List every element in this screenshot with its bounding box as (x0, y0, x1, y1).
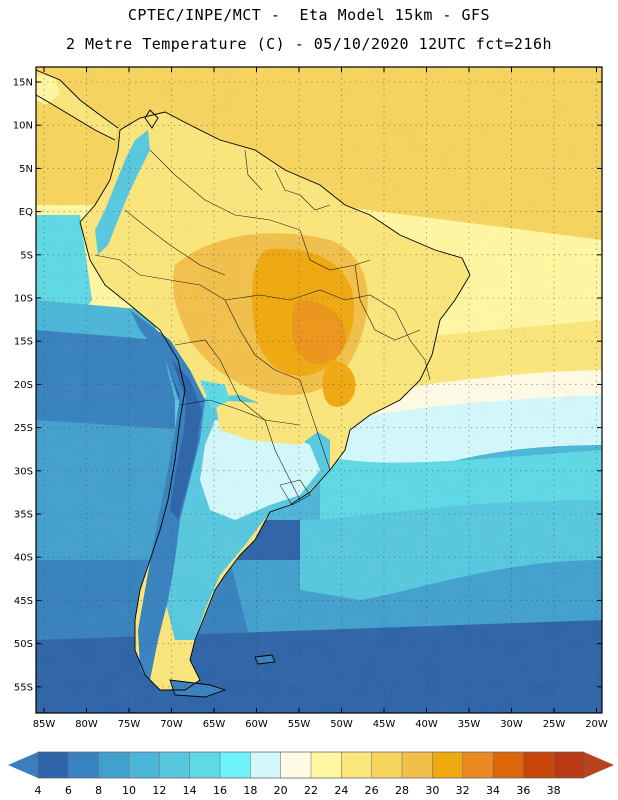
lat-tick-label: EQ (19, 207, 33, 218)
lon-tick-label: 30W (500, 719, 523, 730)
colorbar-label: 6 (65, 784, 72, 797)
colorbar-swatch (553, 752, 585, 778)
colorbar-swatch (462, 752, 494, 778)
colorbar-swatch (250, 752, 282, 778)
lat-tick-label: 30S (14, 466, 33, 477)
colorbar-swatch (220, 752, 251, 778)
colorbar-swatch (523, 752, 555, 778)
colorbar-swatch (432, 752, 464, 778)
colorbar-label: 30 (425, 784, 439, 797)
lon-tick-label: 70W (160, 719, 183, 730)
lon-tick-label: 60W (245, 719, 268, 730)
colorbar-swatch (280, 752, 312, 778)
colorbar-label: 26 (365, 784, 379, 797)
lat-tick-label: 5S (20, 250, 33, 261)
lat-tick-label: 50S (14, 639, 33, 650)
map-title-line1: CPTEC/INPE/MCT - Eta Model 15km - GFS (127, 6, 491, 24)
colorbar: 4 6 8 10 12 14 16 18 20 22 24 26 28 30 32 34 36 38 (8, 751, 614, 797)
lat-tick-label: 5N (19, 164, 33, 175)
colorbar-label: 34 (486, 784, 500, 797)
lon-tick-label: 55W (288, 719, 311, 730)
map-frame (35, 66, 603, 714)
colorbar-label: 12 (152, 784, 166, 797)
colorbar-label: 36 (516, 784, 530, 797)
colorbar-swatch (311, 752, 342, 778)
colorbar-swatch (159, 752, 191, 778)
colorbar-label: 4 (35, 784, 42, 797)
country-borders (94, 149, 431, 506)
colorbar-swatch (38, 752, 69, 778)
lat-tick-label: 15S (14, 337, 33, 348)
map-title-line2: 2 Metre Temperature (C) - 05/10/2020 12U… (65, 35, 553, 53)
coastline (36, 69, 471, 698)
colorbar-swatch (98, 752, 130, 778)
colorbar-label: 8 (95, 784, 102, 797)
colorbar-label: 18 (243, 784, 257, 797)
colorbar-swatch (493, 752, 524, 778)
lon-tick-label: 80W (75, 719, 98, 730)
temperature-field (36, 67, 602, 713)
colorbar-label: 28 (395, 784, 409, 797)
lat-tick-label: 10S (14, 294, 33, 305)
colorbar-swatch (341, 752, 373, 778)
lon-tick-label: 40W (415, 719, 438, 730)
colorbar-swatch (129, 752, 160, 778)
graticule (36, 67, 602, 713)
colorbar-label: 14 (183, 784, 197, 797)
colorbar-swatch (371, 752, 403, 778)
lon-tick-label: 45W (373, 719, 396, 730)
lon-tick-label: 20W (585, 719, 608, 730)
lat-tick-label: 45S (14, 596, 33, 607)
latitude-axis: 15N 10N 5N EQ 5S 10S 15S 20S 25S 30S 35S 40S 45S 50S 5… (13, 78, 602, 693)
longitude-axis: 85W 80W 75W 70W 65W 60W 55W 50W 45W 40W 35W 30W 25W 2… (33, 67, 608, 730)
lat-tick-label: 25S (14, 423, 33, 434)
lon-tick-label: 75W (118, 719, 141, 730)
lon-tick-label: 25W (543, 719, 566, 730)
lon-tick-label: 50W (330, 719, 353, 730)
colorbar-label: 20 (274, 784, 288, 797)
colorbar-label: 10 (122, 784, 136, 797)
colorbar-swatch (68, 752, 100, 778)
lon-tick-label: 35W (458, 719, 481, 730)
colorbar-swatch (189, 752, 221, 778)
lon-tick-label: 85W (33, 719, 56, 730)
colorbar-label: 16 (213, 784, 227, 797)
lon-tick-label: 65W (203, 719, 226, 730)
lat-tick-label: 55S (14, 682, 33, 693)
colorbar-low-arrow (8, 752, 38, 778)
colorbar-label: 22 (304, 784, 318, 797)
colorbar-label: 38 (547, 784, 561, 797)
lat-tick-label: 20S (14, 380, 33, 391)
lat-tick-label: 40S (14, 553, 33, 564)
colorbar-label: 32 (456, 784, 470, 797)
lat-tick-label: 10N (13, 121, 33, 132)
lat-tick-label: 15N (13, 78, 33, 89)
colorbar-swatch (402, 752, 433, 778)
lat-tick-label: 35S (14, 510, 33, 521)
colorbar-high-arrow (584, 752, 614, 778)
colorbar-label: 24 (334, 784, 348, 797)
